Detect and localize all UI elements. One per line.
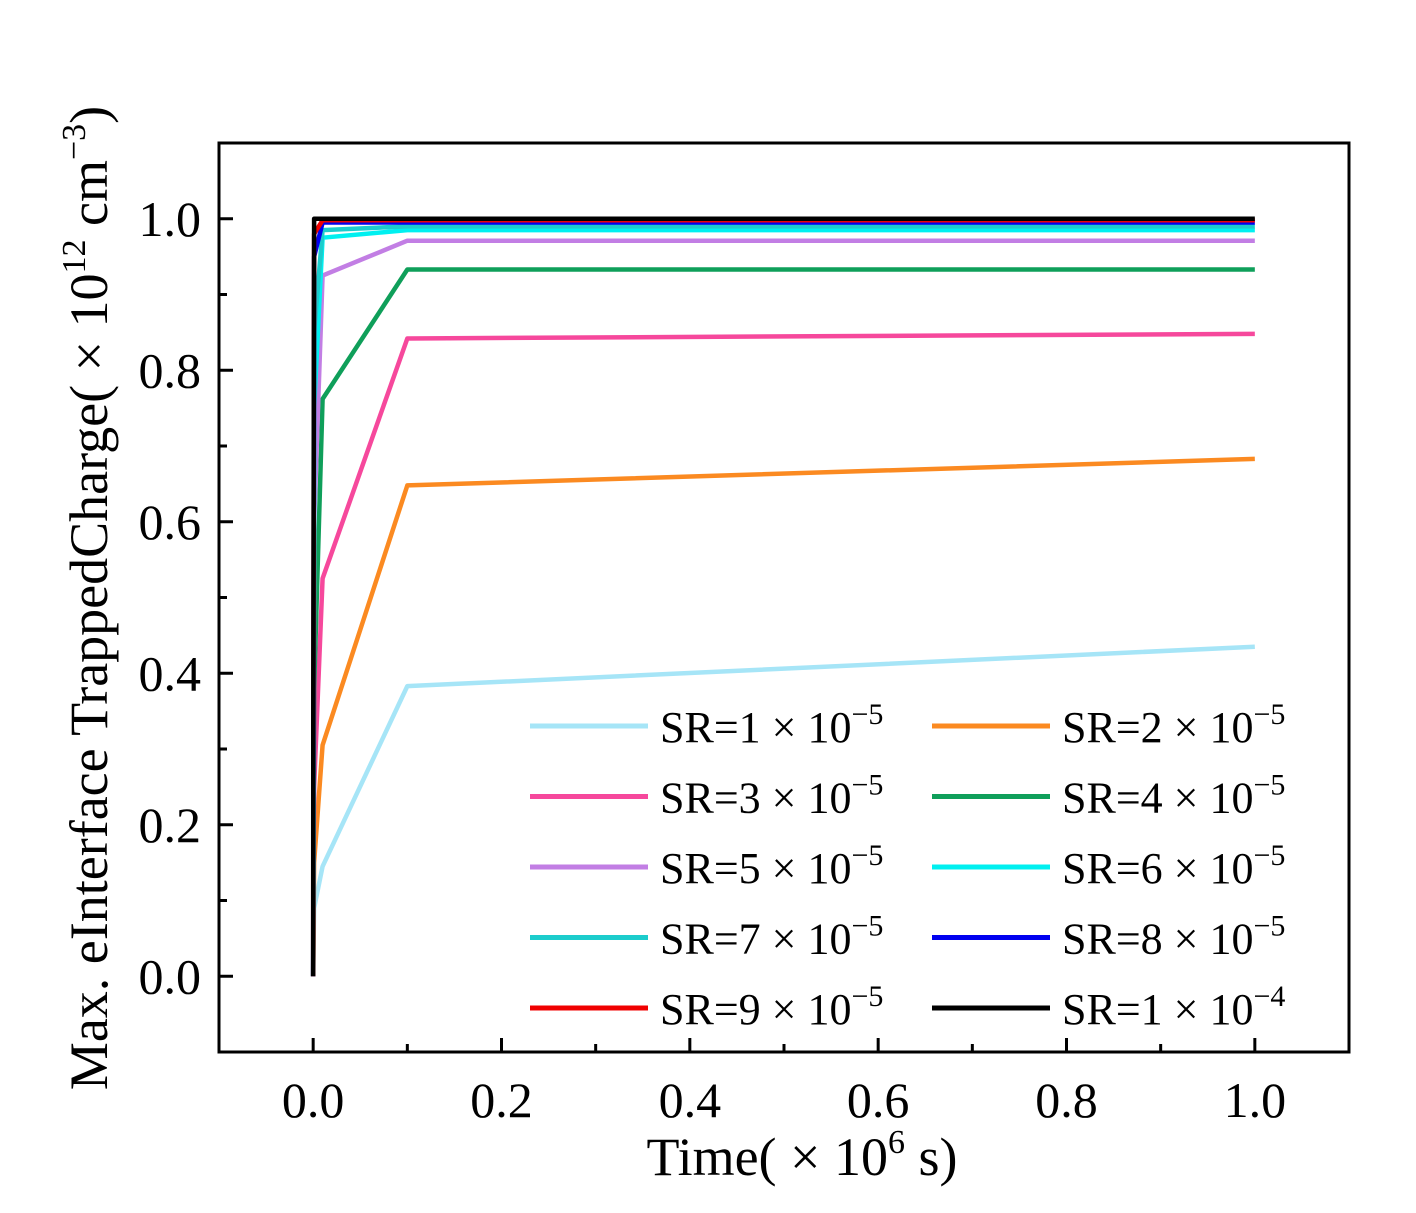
legend-label: SR=5 × 10−5 <box>660 839 883 893</box>
x-axis-title: Time( × 106 s) <box>647 1124 958 1187</box>
y-tick-label: 0.0 <box>139 948 202 1004</box>
x-tick-label: 0.8 <box>1035 1072 1098 1128</box>
y-tick-label: 0.8 <box>139 342 202 398</box>
legend-label: SR=1 × 10−5 <box>660 698 883 752</box>
legend-label: SR=8 × 10−5 <box>1062 910 1285 964</box>
legend-label: SR=3 × 10−5 <box>660 769 883 823</box>
legend-item-3: SR=3 × 10−5 <box>530 769 883 823</box>
y-tick-label: 0.2 <box>139 797 202 853</box>
series-line-10 <box>310 216 1255 977</box>
y-tick-label: 1.0 <box>139 191 202 247</box>
legend: SR=1 × 10−5 SR=2 × 10−5 SR=3 × 10−5 SR=4 × … <box>530 698 1285 1034</box>
axis-layer: 0.0 0.2 0.4 0.6 0.8 1.0 0.0 0.2 0.4 0.6 0.8 1.0 <box>139 191 1287 1128</box>
legend-item-6: SR=6 × 10−5 <box>932 839 1285 893</box>
legend-item-1: SR=1 × 10−5 <box>530 698 883 752</box>
legend-item-8: SR=8 × 10−5 <box>932 910 1285 964</box>
y-tick-label: 0.4 <box>139 645 202 701</box>
y-axis-title: Max. eInterface TrappedCharge( × 1012 cm… <box>56 106 119 1090</box>
legend-item-2: SR=2 × 10−5 <box>932 698 1285 752</box>
legend-item-9: SR=9 × 10−5 <box>530 980 883 1034</box>
legend-label: SR=7 × 10−5 <box>660 910 883 964</box>
legend-label: SR=4 × 10−5 <box>1062 769 1285 823</box>
x-tick-label: 0.4 <box>659 1072 722 1128</box>
legend-item-10: SR=1 × 10−4 <box>932 980 1285 1034</box>
x-tick-label: 1.0 <box>1224 1072 1287 1128</box>
series-layer <box>310 216 1255 977</box>
x-tick-label: 0.6 <box>847 1072 910 1128</box>
legend-item-4: SR=4 × 10−5 <box>932 769 1285 823</box>
legend-item-7: SR=7 × 10−5 <box>530 910 883 964</box>
legend-item-5: SR=5 × 10−5 <box>530 839 883 893</box>
legend-label: SR=9 × 10−5 <box>660 980 883 1034</box>
legend-label: SR=1 × 10−4 <box>1062 980 1285 1034</box>
legend-label: SR=6 × 10−5 <box>1062 839 1285 893</box>
y-tick-label: 0.6 <box>139 494 202 550</box>
legend-label: SR=2 × 10−5 <box>1062 698 1285 752</box>
x-tick-label: 0.2 <box>470 1072 533 1128</box>
x-tick-label: 0.0 <box>282 1072 345 1128</box>
